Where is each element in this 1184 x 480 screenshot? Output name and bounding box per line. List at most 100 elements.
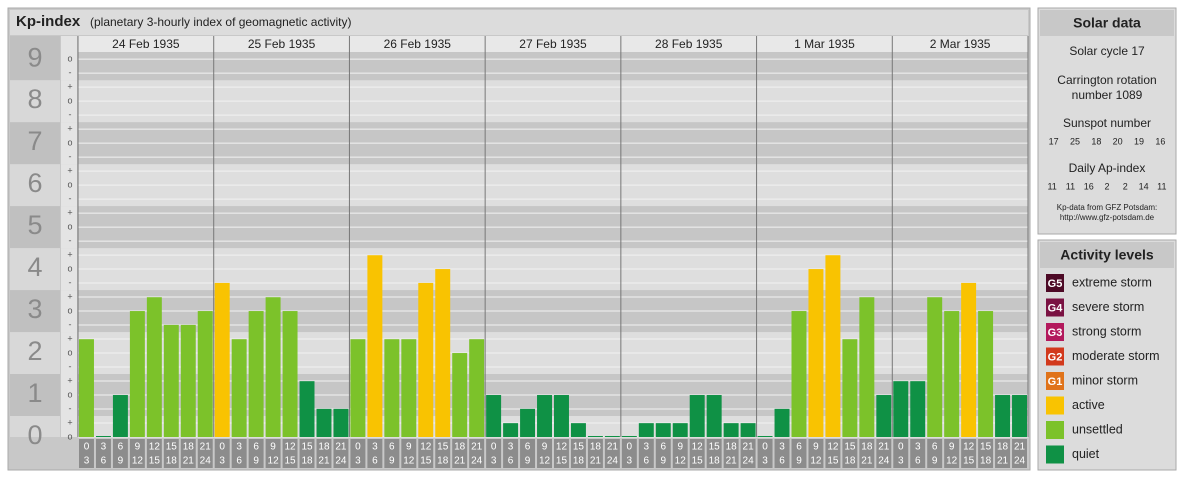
bar <box>367 255 383 437</box>
bar <box>299 381 315 437</box>
legend-label: active <box>1072 398 1105 412</box>
third-label: - <box>69 277 72 287</box>
third-label: o <box>67 137 72 147</box>
bar <box>537 395 552 437</box>
bar <box>927 297 943 437</box>
hour-label: 15 <box>827 456 839 467</box>
hour-label: 9 <box>677 442 683 453</box>
hour-box <box>163 439 179 468</box>
hour-label: 15 <box>420 456 432 467</box>
bar <box>316 408 332 437</box>
hour-label: 0 <box>219 442 225 453</box>
hour-box <box>248 439 264 468</box>
levels-title: Activity levels <box>1060 247 1154 263</box>
legend-swatch <box>1046 372 1064 390</box>
hour-label: 3 <box>355 456 361 467</box>
hour-label: 3 <box>508 442 514 453</box>
hour-label: 6 <box>796 442 802 453</box>
hour-box <box>554 439 569 468</box>
hour-label: 9 <box>949 442 955 453</box>
hour-box <box>384 439 400 468</box>
hour-label: 12 <box>810 456 822 467</box>
hour-label: 21 <box>726 456 738 467</box>
hour-box <box>435 439 451 468</box>
legend-label: quiet <box>1072 447 1100 461</box>
bar <box>401 339 417 437</box>
hour-label: 24 <box>1014 456 1026 467</box>
hour-box <box>503 439 519 468</box>
label-band <box>10 290 60 333</box>
hour-label: 6 <box>932 442 938 453</box>
ap-value: 2 <box>1123 181 1128 191</box>
hour-box <box>655 439 671 468</box>
hour-box <box>282 439 298 468</box>
hour-box <box>604 439 620 468</box>
hour-label: 12 <box>692 442 704 453</box>
label-band <box>10 36 60 81</box>
ap-value: 14 <box>1139 181 1149 191</box>
hour-box <box>469 439 485 468</box>
hour-box <box>367 439 383 468</box>
hour-label: 6 <box>389 442 395 453</box>
hour-label: 24 <box>200 456 212 467</box>
bar <box>452 353 468 437</box>
date-header <box>349 36 486 52</box>
third-label: - <box>69 235 72 245</box>
label-band <box>10 122 60 165</box>
hour-box <box>180 439 196 468</box>
hour-label: 21 <box>590 456 602 467</box>
hour-label: 3 <box>372 442 378 453</box>
hour-label: 9 <box>135 442 141 453</box>
legend-swatch <box>1046 421 1064 439</box>
minor-band <box>61 290 77 333</box>
third-label: + <box>67 375 72 385</box>
hour-label: 18 <box>997 442 1009 453</box>
solar-cycle: Solar cycle 17 <box>1069 44 1145 58</box>
legend-code: G1 <box>1048 376 1063 388</box>
third-label: + <box>67 207 72 217</box>
hour-label: 9 <box>253 456 259 467</box>
hour-label: 3 <box>779 442 785 453</box>
hour-label: 15 <box>437 442 449 453</box>
hour-box <box>876 439 892 468</box>
hour-box <box>299 439 315 468</box>
hour-label: 24 <box>471 456 483 467</box>
hour-label: 24 <box>743 456 755 467</box>
hour-label: 6 <box>101 456 107 467</box>
minor-band <box>61 248 77 291</box>
hour-box <box>79 439 94 468</box>
y-tick-label: 6 <box>27 168 42 198</box>
hour-label: 12 <box>675 456 687 467</box>
hour-label: 12 <box>420 442 432 453</box>
band <box>78 52 1028 81</box>
y-tick-label: 4 <box>27 252 42 282</box>
bar <box>859 297 875 437</box>
hour-label: 12 <box>556 442 568 453</box>
third-label: o <box>67 347 72 357</box>
third-label: - <box>69 193 72 203</box>
bar <box>79 339 94 437</box>
hour-box <box>570 439 586 468</box>
hour-label: 24 <box>878 456 890 467</box>
legend-swatch <box>1046 323 1064 341</box>
sunspots-value: 25 <box>1070 136 1080 146</box>
hour-label: 9 <box>389 456 395 467</box>
sunspots-value: 20 <box>1113 136 1123 146</box>
sunspots-value: 18 <box>1091 136 1101 146</box>
date-label: 2 Mar 1935 <box>930 37 991 51</box>
hour-label: 18 <box>590 442 602 453</box>
bar <box>774 408 790 437</box>
hour-box <box>316 439 332 468</box>
hour-label: 21 <box>878 442 890 453</box>
hour-box <box>978 439 994 468</box>
legend-code: G4 <box>1048 302 1064 314</box>
hour-label: 18 <box>709 456 721 467</box>
bar <box>248 311 264 437</box>
ap-value: 11 <box>1066 181 1075 191</box>
bar <box>231 339 247 437</box>
hour-label: 24 <box>607 456 619 467</box>
date-header <box>213 36 350 52</box>
third-label: o <box>67 54 72 64</box>
ap-title: Daily Ap-index <box>1069 161 1146 175</box>
hour-box <box>214 439 230 468</box>
